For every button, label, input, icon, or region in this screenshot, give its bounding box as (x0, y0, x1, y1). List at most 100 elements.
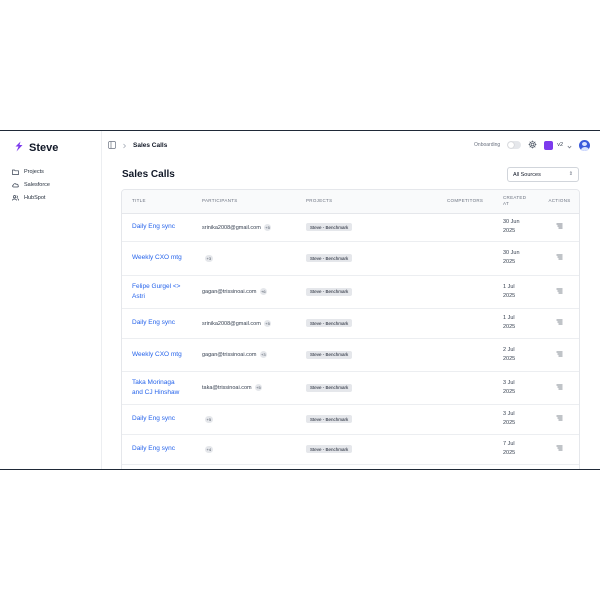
brand[interactable]: Steve (14, 139, 58, 157)
projects-cell: Steve - Benchmark (296, 371, 437, 404)
col-header-projects[interactable]: PROJECTS (296, 190, 437, 214)
gear-icon[interactable] (528, 136, 537, 154)
row-actions-menu-icon[interactable] (556, 223, 563, 231)
participants-more-badge[interactable]: +3 (205, 254, 213, 262)
participants-more-badge[interactable]: +5 (263, 223, 272, 231)
source-filter-select[interactable]: All Sources ⇕ (507, 167, 579, 182)
call-title-link[interactable]: Weekly CXO mtg (132, 350, 182, 358)
table-row[interactable]: Daily Eng sync srinika2008@gmail.com +5 Ste… (122, 213, 579, 241)
table-header-row: TITLE PARTICIPANTS PROJECTS COMPETITORS … (122, 190, 579, 214)
logo-icon (14, 139, 24, 157)
sidebar-item-label: HubSpot (24, 194, 46, 201)
col-header-participants[interactable]: PARTICIPANTS (192, 190, 296, 214)
project-tag[interactable]: Steve - Benchmark (306, 383, 353, 392)
project-tag[interactable]: Steve - Benchmark (306, 415, 353, 423)
sidebar-toggle-icon[interactable] (108, 136, 116, 154)
created-date: 30 Jun (503, 219, 520, 225)
created-date: 7 Jul (503, 441, 515, 447)
actions-cell (538, 213, 579, 241)
workspace-icon (544, 140, 554, 150)
sidebar-item-projects[interactable]: Projects (12, 165, 50, 178)
participants-cell: gagan@trissinoai.com +6 (192, 275, 296, 308)
workspace-label: v2 (557, 142, 563, 148)
project-tag[interactable]: Steve - Benchmark (306, 350, 353, 359)
table-row[interactable]: Daily Eng sync +5 Steve - Benchmark 3 Jul 20… (122, 404, 579, 434)
call-title-link[interactable]: Daily Eng sync (132, 319, 175, 326)
projects-cell: Steve - Benchmark (296, 241, 437, 275)
onboarding-toggle[interactable] (507, 141, 522, 149)
call-title-link[interactable]: Weekly CXO mtg (132, 254, 182, 261)
participants-cell: +3 (192, 241, 296, 275)
sidebar-item-salesforce[interactable]: Salesforce (12, 178, 50, 191)
call-title-link[interactable]: Felipe Gurgel <> Astri (132, 282, 181, 300)
competitors-cell (437, 338, 493, 371)
competitors-cell (437, 434, 493, 464)
call-title-link[interactable]: Daily Eng sync (132, 415, 175, 422)
row-actions-menu-icon[interactable] (556, 288, 563, 296)
source-filter-value: All Sources (513, 171, 541, 178)
col-header-actions: ACTIONS (538, 190, 579, 214)
user-avatar[interactable] (579, 139, 590, 151)
row-actions-menu-icon[interactable] (556, 319, 563, 327)
folder-icon (12, 169, 19, 175)
row-actions-menu-icon[interactable] (556, 351, 563, 359)
created-year: 2025 (503, 292, 516, 299)
table-body: Daily Eng sync srinika2008@gmail.com +5 Ste… (122, 213, 579, 464)
participants-more-badge[interactable]: +6 (259, 288, 268, 295)
table-row[interactable]: Weekly CXO mtg +3 Steve - Benchmark 30 Jun 2… (122, 241, 579, 275)
projects-cell: Steve - Benchmark (296, 275, 437, 308)
table-row[interactable]: Daily Eng sync +4 Steve - Benchmark 7 Jul 20… (122, 434, 579, 464)
col-header-created-at-line2: AT (503, 201, 510, 207)
participants-more-badge[interactable]: +3 (259, 351, 268, 358)
created-at-cell: 7 Jul 2025 (493, 434, 538, 464)
call-title-link[interactable]: Daily Eng sync (132, 445, 175, 452)
participants-cell: +5 (192, 404, 296, 434)
actions-cell (538, 434, 579, 464)
col-header-competitors[interactable]: COMPETITORS (437, 190, 493, 214)
col-header-created-at[interactable]: CREATED AT (493, 190, 538, 214)
select-arrows-icon: ⇕ (568, 171, 573, 177)
row-actions-menu-icon[interactable] (556, 254, 563, 262)
actions-cell (538, 308, 579, 338)
table-row[interactable]: Felipe Gurgel <> Astri gagan@trissinoai.c… (122, 275, 579, 308)
participants-more-badge[interactable]: +5 (254, 384, 263, 391)
project-tag[interactable]: Steve - Benchmark (306, 254, 353, 262)
participant-email: gagan@trissinoai.com (202, 288, 257, 295)
project-tag[interactable]: Steve - Benchmark (306, 223, 353, 231)
created-date: 2 Jul (503, 346, 515, 353)
row-actions-menu-icon[interactable] (556, 445, 563, 453)
competitors-cell (437, 371, 493, 404)
table-row[interactable]: Weekly CXO mtg gagan@trissinoai.com +3 Stev… (122, 338, 579, 371)
created-date: 1 Jul (503, 315, 515, 321)
created-year: 2025 (503, 259, 516, 265)
competitors-cell (437, 275, 493, 308)
row-actions-menu-icon[interactable] (556, 384, 563, 392)
row-actions-menu-icon[interactable] (556, 415, 563, 423)
cloud-icon (12, 182, 19, 188)
project-tag[interactable]: Steve - Benchmark (306, 319, 353, 327)
breadcrumb[interactable]: Sales Calls (133, 141, 168, 149)
participants-cell: gagan@trissinoai.com +3 (192, 338, 296, 371)
created-date: 3 Jul (503, 411, 515, 417)
projects-cell: Steve - Benchmark (296, 434, 437, 464)
workspace-switcher[interactable]: v2 (544, 136, 572, 154)
participants-more-badge[interactable]: +5 (263, 319, 272, 327)
actions-cell (538, 241, 579, 275)
brand-name: Steve (29, 142, 59, 154)
created-year: 2025 (503, 388, 516, 395)
call-title-link[interactable]: Daily Eng sync (132, 223, 175, 230)
table-row[interactable]: Daily Eng sync srinika2008@gmail.com +5 Ste… (122, 308, 579, 338)
sidebar-item-label: Salesforce (24, 181, 50, 188)
project-tag[interactable]: Steve - Benchmark (306, 445, 353, 453)
participants-more-badge[interactable]: +5 (205, 415, 213, 423)
call-title-link[interactable]: Taka Morinaga and CJ Hinshaw (132, 378, 180, 396)
participant-email: srinika2008@gmail.com (202, 320, 261, 327)
sidebar-item-hubspot[interactable]: HubSpot (12, 191, 50, 204)
created-at-cell: 1 Jul 2025 (493, 308, 538, 338)
table-row[interactable]: Taka Morinaga and CJ Hinshaw taka@trissin… (122, 371, 579, 404)
competitors-cell (437, 404, 493, 434)
participants-more-badge[interactable]: +4 (205, 445, 213, 453)
projects-cell: Steve - Benchmark (296, 338, 437, 371)
col-header-title[interactable]: TITLE (122, 190, 192, 214)
project-tag[interactable]: Steve - Benchmark (306, 287, 353, 296)
